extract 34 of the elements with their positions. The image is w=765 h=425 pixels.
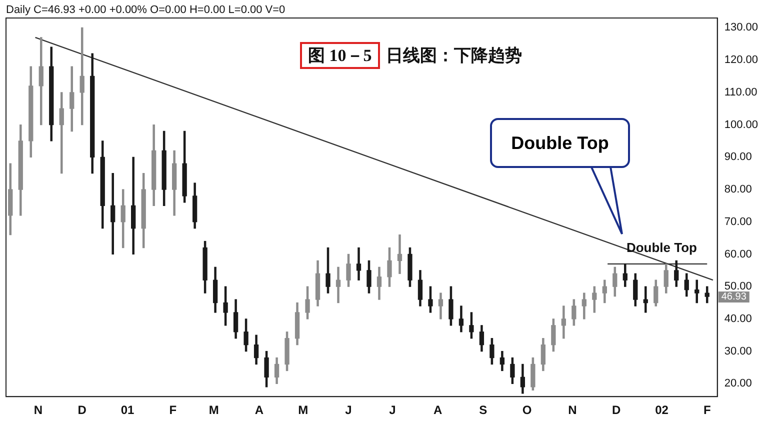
text: 图 10－5 日线图：下降趋势 bbox=[307, 45, 522, 67]
x-tick-label: D bbox=[612, 403, 622, 418]
y-tick-label: 130.00 bbox=[724, 22, 758, 34]
x-tick-label: M bbox=[298, 403, 308, 418]
annotation: Double Top bbox=[490, 118, 630, 168]
x-tick-label: N bbox=[34, 403, 43, 418]
x-tick-label: F bbox=[169, 403, 177, 418]
x-tick-label: F bbox=[703, 403, 711, 418]
y-tick-label: 120.00 bbox=[724, 54, 758, 66]
y-tick-label: 100.00 bbox=[724, 118, 758, 131]
y-tick-label: 60.00 bbox=[724, 248, 752, 260]
y-tick-label: 20.00 bbox=[724, 378, 752, 390]
y-tick-label: 80.00 bbox=[724, 184, 752, 196]
x-tick-label: J bbox=[389, 403, 396, 418]
y-tick-label: 90.00 bbox=[724, 151, 752, 164]
speech-bubble: Double Top bbox=[490, 118, 650, 238]
x-tick-label: 02 bbox=[655, 403, 669, 418]
x-tick-label: 01 bbox=[120, 403, 134, 418]
y-tick-label: 70.00 bbox=[724, 216, 752, 228]
y-tick-label: 110.00 bbox=[724, 86, 758, 98]
x-tick-label: S bbox=[479, 403, 488, 418]
x-tick-label: M bbox=[208, 403, 219, 418]
annotation: Double Top bbox=[626, 240, 698, 256]
text: Daily C=46.93 +0.00 +0.00% O=0.00 H=0.00 L=0.00 V=0 bbox=[6, 4, 286, 16]
x-tick-label: O bbox=[522, 403, 532, 418]
x-tick-label: A bbox=[433, 403, 442, 418]
text: 46.93 bbox=[721, 291, 747, 302]
x-tick-label: J bbox=[345, 403, 352, 418]
y-tick-label: 30.00 bbox=[724, 345, 752, 358]
x-tick-label: N bbox=[568, 403, 577, 418]
y-tick-label: 50.00 bbox=[724, 280, 752, 293]
x-tick-label: A bbox=[254, 403, 264, 418]
x-tick-label: D bbox=[78, 403, 87, 418]
y-tick-label: 40.00 bbox=[724, 312, 752, 325]
